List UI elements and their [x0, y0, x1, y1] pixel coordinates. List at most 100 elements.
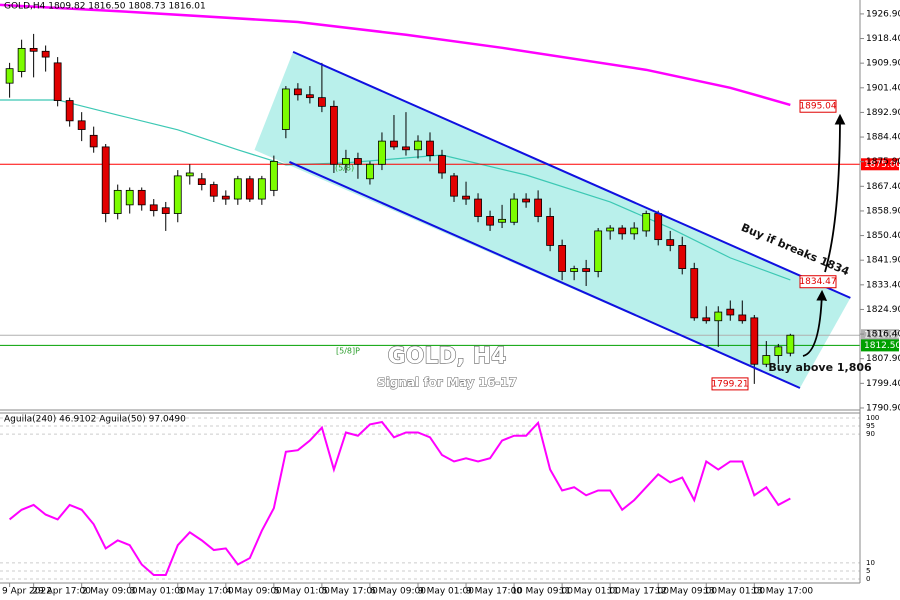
candle-body — [570, 268, 579, 272]
candle-body — [41, 50, 50, 58]
y-tick-label: 1909.90 — [866, 59, 900, 69]
candle-body — [197, 178, 206, 185]
price-label-box — [799, 275, 837, 289]
x-tick-label: 3 May 01:00 — [130, 587, 186, 597]
candle-body — [101, 146, 110, 214]
y-tick-label: 90 — [866, 430, 875, 438]
y-tick-label: 1926.90 — [866, 9, 900, 19]
price-label: 1895.04 — [799, 102, 836, 112]
indicator-line — [8, 420, 791, 576]
x-tick-label: 4 May 09:00 — [226, 587, 282, 597]
candle-body — [654, 213, 663, 241]
axis-price-box — [861, 158, 899, 171]
candle-body — [342, 158, 350, 165]
candle-body — [450, 175, 458, 197]
candle-body — [594, 230, 603, 272]
y-tick-label: 1841.90 — [866, 256, 900, 266]
x-tick-label: 11 May 01:00 — [559, 587, 621, 597]
price-label: 1834.47 — [799, 277, 836, 287]
y-tick-label: 1850.40 — [866, 231, 900, 241]
axis-price-label: 1875.00 — [864, 160, 900, 170]
x-tick-label: 11 May 17:00 — [607, 587, 669, 597]
candle-body — [77, 120, 86, 130]
candle-body — [221, 195, 230, 200]
y-tick-label: 1807.90 — [866, 354, 900, 364]
x-tick-label: 5 May 17:00 — [322, 587, 378, 597]
x-tick-label: 13 May 17:00 — [751, 587, 813, 597]
x-tick-label: 5 May 01:00 — [274, 587, 330, 597]
candle-body — [678, 245, 687, 270]
indicator-title: Aguila(240) 46.9102 Aguila(50) 97.0490 — [4, 415, 186, 425]
axis-price-box — [861, 329, 899, 342]
y-tick-label: 1867.40 — [866, 182, 900, 192]
candle-body — [137, 189, 146, 206]
candle-body — [89, 134, 98, 148]
x-tick-label: 29 Apr 17:00 — [32, 587, 91, 597]
candle-body — [630, 227, 639, 235]
candle-body — [510, 198, 518, 223]
candle-body — [474, 198, 482, 217]
candle-body — [317, 97, 326, 107]
y-tick-label: 1833.40 — [866, 280, 900, 290]
price-label-box — [799, 99, 837, 113]
candle-body — [330, 105, 338, 165]
candle-body — [414, 140, 422, 151]
y-tick-label: 0 — [866, 575, 870, 583]
y-tick-label: 1824.90 — [866, 305, 900, 315]
price-label: 1799.21 — [711, 379, 748, 389]
candle-body — [390, 140, 398, 148]
candle-body — [149, 204, 158, 212]
candle-body — [534, 198, 543, 217]
candle-body — [29, 47, 38, 52]
y-tick-label: 1892.90 — [866, 108, 900, 118]
moving-average — [0, 3, 791, 107]
candle-body — [5, 68, 14, 84]
fib-label: [5/8]P — [336, 347, 360, 356]
x-tick-label: 9 May 17:00 — [466, 587, 522, 597]
candle-body — [426, 140, 434, 156]
axis-price-label: 1812.50 — [864, 341, 900, 351]
candle-body — [281, 88, 290, 130]
candle-body — [546, 216, 555, 246]
candle-body — [17, 47, 26, 72]
y-tick-label: 1875.90 — [866, 157, 900, 167]
candle-body — [438, 155, 446, 174]
y-tick-label: 1858.90 — [866, 206, 900, 216]
candle-body — [582, 268, 591, 272]
candle-body — [642, 213, 651, 232]
candle-body — [354, 158, 362, 165]
y-tick-label: 1799.40 — [866, 379, 900, 389]
y-tick-label: 100 — [866, 414, 879, 422]
arrow — [824, 113, 846, 273]
candle-body — [269, 160, 278, 191]
arrow — [802, 289, 828, 357]
y-tick-label: 1790.90 — [866, 403, 900, 413]
candle-body — [666, 239, 675, 246]
candle-body — [113, 189, 122, 214]
candle-body — [209, 184, 218, 197]
candle-body — [618, 227, 627, 235]
candle-body — [366, 163, 374, 180]
candle-body — [161, 207, 170, 214]
candle-body — [305, 94, 314, 99]
x-tick-label: 6 May 09:00 — [370, 587, 426, 597]
candle-body — [378, 140, 386, 165]
candle-body — [173, 175, 182, 214]
candle-body — [762, 355, 771, 365]
y-tick-label: 95 — [866, 422, 875, 430]
x-tick-label: 13 May 01:00 — [703, 587, 765, 597]
candle-body — [738, 314, 747, 322]
candle-body — [65, 100, 74, 122]
x-tick-label: 3 May 17:00 — [178, 587, 234, 597]
candle-body — [462, 195, 470, 200]
x-tick-label: 2 May 09:00 — [82, 587, 138, 597]
candle-body — [786, 334, 795, 354]
y-tick-label: 1918.40 — [866, 34, 900, 44]
x-tick-label: 9 May 01:00 — [418, 587, 474, 597]
chart-title: GOLD,H4 1809.82 1816.50 1808.73 1816.01 — [4, 2, 206, 12]
candle-body — [750, 317, 759, 365]
candle-body — [558, 245, 567, 272]
y-tick-label: 1816.40 — [866, 330, 900, 340]
